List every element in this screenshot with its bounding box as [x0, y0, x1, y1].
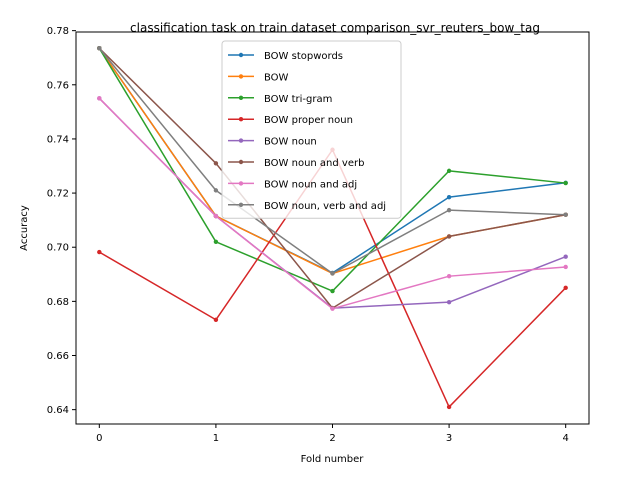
x-tick-label: 3 [446, 433, 452, 444]
legend-marker [238, 52, 244, 58]
x-axis-label: Fold number [301, 454, 365, 465]
data-point [563, 212, 568, 217]
y-tick-label: 0.70 [47, 243, 69, 254]
data-point [446, 207, 452, 213]
y-axis-label: Accuracy [19, 205, 30, 251]
y-tick-label: 0.68 [47, 297, 69, 308]
y-axis: 0.64 0.66 0.68 0.70 0.72 0.74 0.76 0.78 [47, 26, 76, 416]
data-point [446, 194, 452, 200]
y-tick-label: 0.76 [47, 80, 69, 91]
legend-label: BOW stopwords [264, 51, 343, 62]
legend-label: BOW noun, verb and adj [264, 201, 386, 212]
data-point [213, 213, 219, 219]
legend-marker [238, 95, 244, 101]
chart-title: classification task on train dataset com… [130, 21, 540, 35]
legend-marker [238, 159, 244, 165]
legend-marker [238, 181, 244, 186]
legend-label: BOW proper noun [264, 115, 353, 126]
data-point [213, 188, 219, 193]
x-tick-label: 0 [96, 433, 102, 444]
legend-marker [238, 138, 244, 143]
data-point [213, 161, 219, 166]
x-tick-label: 1 [213, 433, 219, 444]
data-point [563, 254, 568, 259]
x-tick-label: 2 [329, 433, 335, 444]
legend-marker [238, 117, 244, 122]
legend: BOW stopwords BOW BOW tri-gram BOW proper n… [221, 40, 402, 219]
y-tick-label: 0.74 [47, 134, 69, 145]
data-point [446, 299, 452, 305]
data-point [563, 180, 568, 186]
data-point [446, 234, 452, 239]
data-point [330, 288, 335, 294]
y-tick-label: 0.64 [47, 405, 69, 416]
legend-label: BOW [264, 72, 289, 83]
data-point [97, 46, 102, 51]
data-point [97, 249, 102, 255]
legend-box [221, 40, 402, 219]
data-point [446, 404, 452, 410]
data-point [563, 285, 568, 291]
plot-lines [97, 46, 568, 410]
legend-label: BOW noun [264, 137, 317, 148]
y-tick-label: 0.78 [47, 26, 69, 37]
y-tick-label: 0.72 [47, 189, 69, 200]
y-tick-label: 0.66 [47, 351, 69, 362]
x-tick-label: 4 [562, 433, 568, 444]
data-point [563, 264, 568, 270]
data-point [213, 317, 219, 322]
legend-label: BOW tri-gram [264, 94, 332, 105]
legend-label: BOW noun and verb [264, 158, 364, 169]
data-point [97, 96, 102, 101]
data-point [446, 168, 452, 174]
data-point [446, 273, 452, 279]
legend-label: BOW noun and adj [264, 179, 357, 190]
legend-marker [238, 202, 244, 207]
legend-marker [238, 74, 244, 79]
data-point [330, 306, 335, 311]
x-axis: 0 1 2 3 4 [96, 424, 569, 444]
data-point [213, 239, 219, 245]
data-point [330, 271, 335, 276]
